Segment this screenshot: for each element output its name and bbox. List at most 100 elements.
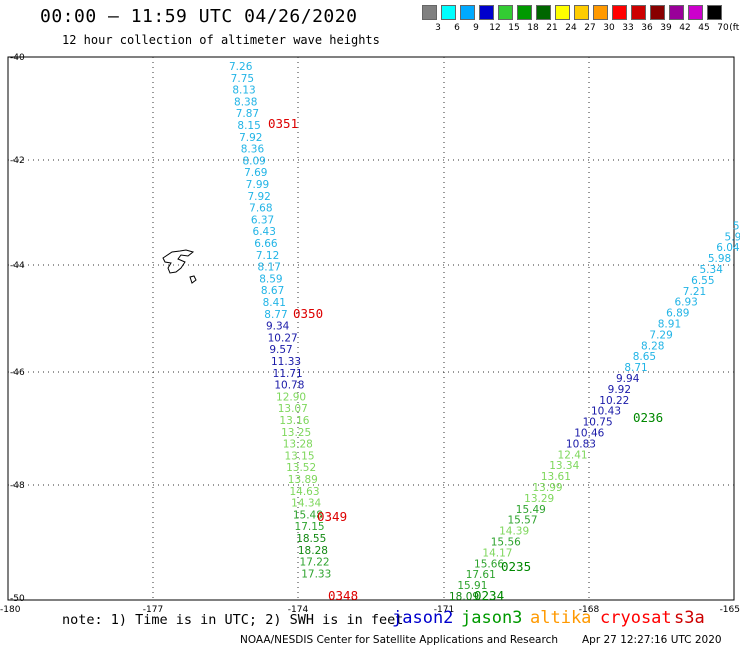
wave-height-label: 11.71: [273, 368, 303, 380]
wave-height-label: 18.09: [449, 591, 479, 603]
lat-tick-label: -42: [10, 156, 25, 166]
wave-height-label: 13.29: [524, 493, 554, 505]
lon-tick-label: -180: [0, 605, 21, 615]
satellite-legend-s3a: s3a: [674, 608, 705, 628]
wave-height-label: 10.22: [599, 395, 629, 407]
lon-tick-label: -174: [288, 605, 309, 615]
wave-height-label: 10.27: [268, 332, 298, 344]
lat-tick-label: -48: [10, 481, 25, 491]
lon-tick-label: -177: [143, 605, 163, 615]
pass-time-label: 0235: [501, 559, 531, 574]
color-scale-label: 39: [660, 23, 672, 33]
wave-height-label: 6.89: [666, 308, 689, 320]
color-scale-swatch: [707, 5, 722, 20]
wave-height-label: 12.90: [276, 391, 306, 403]
color-scale-swatch: [650, 5, 665, 20]
island-outline: [162, 249, 195, 274]
wave-height-label: 8.15: [237, 120, 260, 132]
wave-height-label: 14.39: [499, 526, 529, 538]
color-scale-swatch: [593, 5, 608, 20]
wave-height-label: 13.34: [549, 460, 579, 472]
footer-timestamp: Apr 27 12:27:16 UTC 2020: [582, 634, 722, 646]
lat-tick-label: -44: [10, 261, 25, 271]
wave-height-label: 15.57: [507, 515, 537, 527]
wave-height-label: 11.33: [271, 356, 301, 368]
wave-height-label: 5.98: [708, 253, 731, 265]
color-scale-swatch: [631, 5, 646, 20]
wave-height-label: 10.83: [566, 438, 596, 450]
satellite-legend-cryosat: cryosat: [600, 608, 672, 628]
pass-time-label: 0350: [293, 306, 323, 321]
color-scale-label: 33: [622, 23, 634, 33]
wave-height-label: 10.46: [574, 428, 604, 440]
wave-height-label: 13.25: [281, 427, 311, 439]
wave-height-label: 6.66: [254, 238, 278, 250]
wave-height-label: 17.15: [295, 521, 325, 533]
wave-height-label: 9.92: [608, 384, 631, 396]
wave-height-label: 6.55: [691, 275, 714, 287]
satellite-legend-jason2: jason2: [392, 608, 454, 628]
wave-height-label: 8.13: [232, 85, 255, 97]
wave-height-label: 5.9: [725, 231, 740, 243]
lat-tick-label: -40: [10, 53, 25, 63]
color-scale-label: 9: [473, 23, 479, 33]
wave-height-label: 10.78: [274, 380, 304, 392]
lat-tick-label: -50: [10, 594, 25, 604]
color-scale-label: 27: [584, 23, 596, 33]
wave-height-label: 17.61: [466, 569, 496, 581]
wave-height-label: 17.22: [300, 557, 330, 569]
wave-height-label: 8.09: [242, 155, 265, 167]
wave-height-label: 15.49: [516, 504, 546, 516]
wave-height-label: 6.37: [251, 214, 274, 226]
wave-height-label: 7.68: [249, 203, 272, 215]
wave-height-label: 13.52: [286, 462, 316, 474]
wave-height-label: 5.34: [700, 264, 724, 276]
wave-height-label: 12.41: [558, 449, 588, 461]
wave-height-label: 7.99: [246, 179, 269, 191]
wave-height-label: 13.28: [283, 439, 313, 451]
wave-height-label: 9.57: [269, 344, 292, 356]
satellite-legend-jason3: jason3: [461, 608, 523, 628]
color-scale-label: 36: [641, 23, 653, 33]
color-scale-label: 24: [565, 23, 577, 33]
color-scale-swatch: [688, 5, 703, 20]
wave-height-label: 14.17: [482, 547, 512, 559]
color-scale-swatch: [517, 5, 532, 20]
islet-outline: [189, 275, 197, 284]
color-scale-label: 15: [508, 23, 520, 33]
wave-height-label: 10.75: [583, 417, 613, 429]
wave-height-label: 7.75: [231, 73, 254, 85]
page-subtitle: 12 hour collection of altimeter wave hei…: [62, 33, 380, 47]
wave-height-label: 5: [733, 220, 740, 232]
lon-tick-label: -165: [720, 605, 740, 615]
wave-height-label: 18.55: [296, 533, 326, 545]
color-scale-swatch: [441, 5, 456, 20]
wave-height-label: 7.92: [247, 191, 270, 203]
wave-height-label: 6.04: [716, 242, 740, 254]
wave-height-label: 17.33: [301, 568, 331, 580]
wave-height-label: 13.99: [533, 482, 563, 494]
wave-height-label: 8.71: [624, 362, 647, 374]
wave-height-label: 7.26: [229, 61, 253, 73]
wave-height-label: 8.91: [658, 319, 681, 331]
color-scale-label: 30: [603, 23, 615, 33]
color-scale-swatch: [536, 5, 551, 20]
color-scale-swatch: [555, 5, 570, 20]
lon-tick-label: -168: [579, 605, 600, 615]
wave-height-label: 13.16: [279, 415, 309, 427]
color-scale-label: (ft): [729, 23, 740, 33]
color-scale-label: 70: [717, 23, 729, 33]
color-scale-swatch: [612, 5, 627, 20]
wave-height-label: 9.94: [616, 373, 640, 385]
pass-time-label: 0236: [633, 410, 663, 425]
footer: NOAA/NESDIS Center for Satellite Applica…: [240, 634, 722, 646]
wave-height-label: 15.56: [491, 537, 521, 549]
wave-height-label: 8.38: [234, 96, 257, 108]
wave-height-label: 8.65: [633, 351, 656, 363]
wave-height-label: 14.34: [291, 498, 321, 510]
wave-height-label: 8.67: [261, 285, 284, 297]
color-scale-label: 21: [546, 23, 558, 33]
wave-height-label: 10.43: [591, 406, 621, 418]
wave-height-label: 13.61: [541, 471, 571, 483]
